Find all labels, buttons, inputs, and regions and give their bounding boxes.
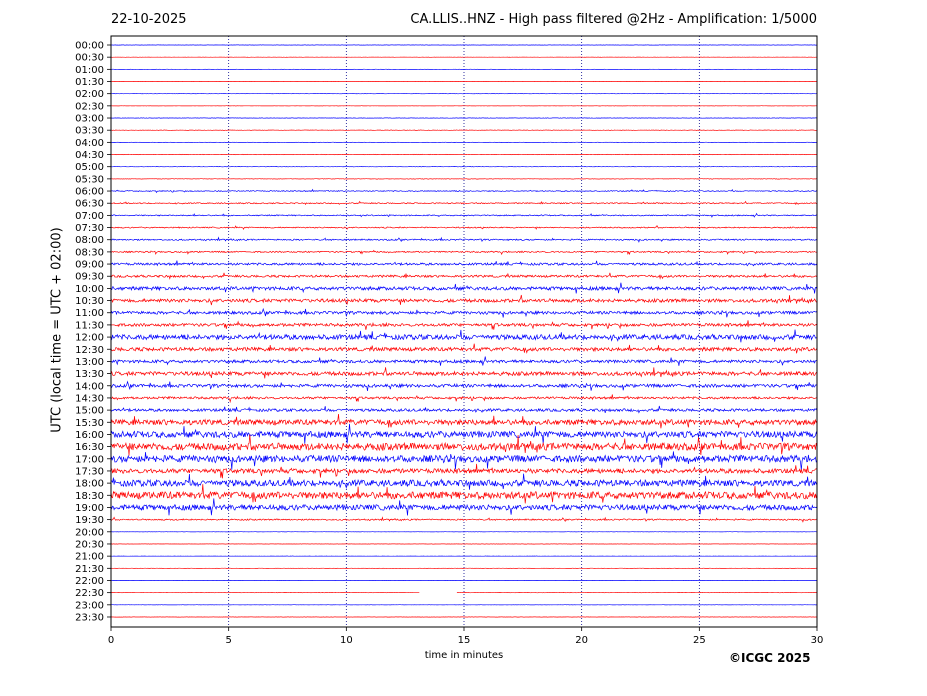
x-tick-label-15: 15 bbox=[458, 635, 471, 646]
y-tick-label-0100: 01:00 bbox=[75, 65, 104, 76]
y-tick-label-1200: 12:00 bbox=[75, 333, 104, 344]
trace-0630 bbox=[110, 200, 818, 206]
y-tick-label-1930: 19:30 bbox=[75, 515, 104, 526]
y-tick-label-0900: 09:00 bbox=[75, 260, 104, 271]
trace-1900 bbox=[110, 498, 818, 516]
y-tick-label-0330: 03:30 bbox=[75, 126, 104, 137]
trace-1430 bbox=[110, 394, 818, 404]
trace-1400 bbox=[110, 380, 818, 391]
y-tick-label-0930: 09:30 bbox=[75, 272, 104, 283]
plot-frame bbox=[110, 35, 818, 628]
y-tick-label-0630: 06:30 bbox=[75, 199, 104, 210]
trace-1130 bbox=[110, 320, 818, 330]
x-tick-label-30: 30 bbox=[811, 635, 824, 646]
trace-0900 bbox=[110, 260, 818, 267]
y-tick-label-1330: 13:30 bbox=[75, 369, 104, 380]
y-tick-label-0830: 08:30 bbox=[75, 247, 104, 258]
y-tick-label-1430: 14:30 bbox=[75, 393, 104, 404]
y-tick-label-1400: 14:00 bbox=[75, 381, 104, 392]
y-tick-label-0030: 00:30 bbox=[75, 53, 104, 64]
y-tick-label-1630: 16:30 bbox=[75, 442, 104, 453]
y-tick-label-2200: 22:00 bbox=[75, 576, 104, 587]
trace-1030 bbox=[110, 294, 818, 306]
trace-1700 bbox=[110, 451, 818, 471]
trace-0730 bbox=[111, 225, 818, 231]
trace-0930 bbox=[110, 272, 818, 280]
trace-1730 bbox=[110, 463, 818, 479]
y-tick-label-0730: 07:30 bbox=[75, 223, 104, 234]
y-tick-label-2300: 23:00 bbox=[75, 600, 104, 611]
y-tick-label-1800: 18:00 bbox=[75, 479, 104, 490]
y-tick-label-0700: 07:00 bbox=[75, 211, 104, 222]
y-tick-label-0400: 04:00 bbox=[75, 138, 104, 149]
trace-1800 bbox=[110, 473, 818, 490]
y-tick-label-0800: 08:00 bbox=[75, 235, 104, 246]
trace-0800 bbox=[110, 236, 818, 243]
copyright-credit: ©ICGC 2025 bbox=[729, 651, 811, 665]
trace-1530 bbox=[110, 413, 818, 429]
y-tick-label-0530: 05:30 bbox=[75, 174, 104, 185]
y-tick-label-2000: 20:00 bbox=[75, 527, 104, 538]
x-tick-label-10: 10 bbox=[340, 635, 353, 646]
x-tick-label-0: 0 bbox=[108, 635, 114, 646]
y-tick-label-1030: 10:30 bbox=[75, 296, 104, 307]
y-tick-label-2030: 20:30 bbox=[75, 539, 104, 550]
y-tick-label-1230: 12:30 bbox=[75, 345, 104, 356]
y-tick-label-1300: 13:00 bbox=[75, 357, 104, 368]
trace-1300 bbox=[110, 356, 818, 366]
y-tick-label-1700: 17:00 bbox=[75, 454, 104, 465]
trace-1000 bbox=[110, 282, 818, 294]
trace-0700 bbox=[111, 212, 818, 218]
trace-1600 bbox=[110, 423, 818, 444]
y-tick-label-1000: 10:00 bbox=[75, 284, 104, 295]
y-tick-label-1130: 11:30 bbox=[75, 320, 104, 331]
trace-1200 bbox=[110, 329, 818, 343]
y-tick-label-2100: 21:00 bbox=[75, 552, 104, 563]
y-tick-label-1100: 11:00 bbox=[75, 308, 104, 319]
x-tick-label-20: 20 bbox=[575, 635, 588, 646]
y-tick-label-1900: 19:00 bbox=[75, 503, 104, 514]
y-tick-label-1530: 15:30 bbox=[75, 418, 104, 429]
trace-1330 bbox=[110, 367, 818, 379]
x-axis-label: time in minutes bbox=[424, 650, 504, 661]
trace-1930 bbox=[110, 516, 818, 523]
y-tick-label-2130: 21:30 bbox=[75, 564, 104, 575]
x-tick-label-25: 25 bbox=[693, 635, 706, 646]
y-tick-label-0500: 05:00 bbox=[75, 162, 104, 173]
y-tick-label-1600: 16:00 bbox=[75, 430, 104, 441]
trace-1100 bbox=[110, 307, 818, 318]
y-tick-label-1500: 15:00 bbox=[75, 406, 104, 417]
y-tick-label-0130: 01:30 bbox=[75, 77, 104, 88]
y-tick-label-0230: 02:30 bbox=[75, 101, 104, 112]
y-tick-label-0430: 04:30 bbox=[75, 150, 104, 161]
y-tick-label-2330: 23:30 bbox=[75, 612, 104, 623]
trace-1830 bbox=[110, 484, 818, 504]
plot-title: CA.LLIS..HNZ - High pass filtered @2Hz -… bbox=[410, 12, 817, 27]
trace-1500 bbox=[110, 405, 818, 414]
y-tick-label-1730: 17:30 bbox=[75, 466, 104, 477]
y-tick-label-0000: 00:00 bbox=[75, 41, 104, 52]
y-tick-label-2230: 22:30 bbox=[75, 588, 104, 599]
trace-1630 bbox=[110, 434, 818, 456]
y-tick-label-0300: 03:00 bbox=[75, 114, 104, 125]
y-tick-label-1830: 18:30 bbox=[75, 491, 104, 502]
y-tick-label-0600: 06:00 bbox=[75, 187, 104, 198]
x-tick-label-5: 5 bbox=[225, 635, 231, 646]
trace-0600 bbox=[111, 188, 818, 194]
trace-0830 bbox=[110, 249, 818, 256]
y-tick-label-0200: 02:00 bbox=[75, 89, 104, 100]
trace-1230 bbox=[110, 343, 818, 354]
plot-date: 22-10-2025 bbox=[111, 12, 187, 27]
